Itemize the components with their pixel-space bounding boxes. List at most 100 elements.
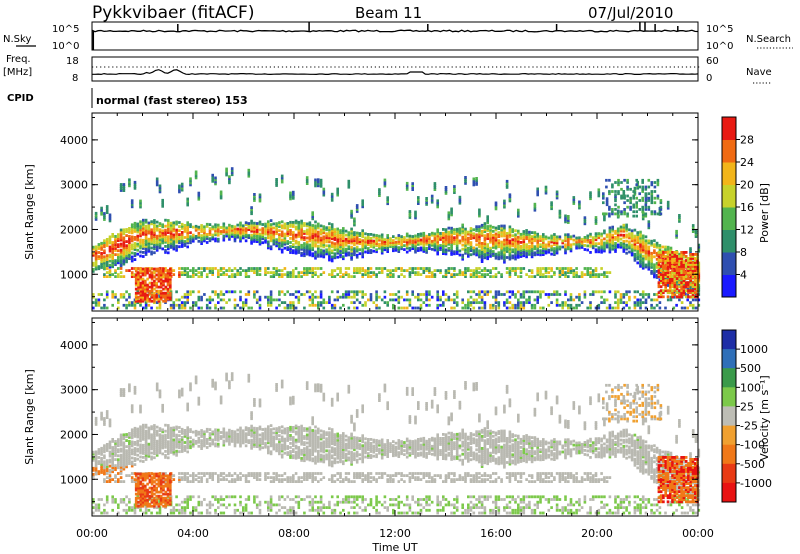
power-cell xyxy=(157,271,161,275)
power-cell xyxy=(269,290,273,294)
power-cell xyxy=(275,267,278,270)
power-cell xyxy=(671,253,674,256)
power-cell xyxy=(657,251,661,254)
power-cell xyxy=(297,226,301,230)
power-cell xyxy=(217,295,220,299)
power-cell xyxy=(647,261,651,265)
power-cell xyxy=(258,238,262,242)
power-cell xyxy=(139,289,143,293)
power-cell xyxy=(300,231,303,235)
power-cell xyxy=(394,248,398,252)
power-cell xyxy=(614,242,617,245)
power-cell xyxy=(489,230,492,234)
power-cell xyxy=(636,245,639,249)
power-cell xyxy=(644,301,648,304)
power-cell xyxy=(558,213,562,217)
power-cell xyxy=(159,283,163,287)
power-cell xyxy=(472,301,476,304)
power-cell xyxy=(197,267,201,270)
power-cell xyxy=(611,208,614,211)
power-cell xyxy=(453,275,456,278)
power-cell xyxy=(97,257,101,260)
power-cell xyxy=(148,285,152,289)
power-cell xyxy=(308,239,312,243)
power-cell xyxy=(444,236,448,240)
power-cell xyxy=(436,242,439,246)
velocity-cell xyxy=(111,438,114,441)
power-cell xyxy=(311,230,314,233)
power-cell xyxy=(530,303,534,307)
power-cell xyxy=(536,193,539,197)
power-cell xyxy=(633,301,637,304)
power-cell xyxy=(297,295,301,299)
power-cell xyxy=(511,250,514,254)
power-cell xyxy=(536,271,539,274)
power-cell xyxy=(569,245,573,249)
power-cell xyxy=(439,232,442,235)
power-cell xyxy=(297,231,301,234)
power-cell xyxy=(478,275,481,278)
power-cell xyxy=(239,239,242,243)
power-cell xyxy=(647,265,651,269)
power-cell xyxy=(611,239,614,243)
power-colorbar-label: Power [dB] xyxy=(758,183,771,243)
power-cell xyxy=(128,257,131,260)
power-cell xyxy=(142,243,145,246)
power-cell xyxy=(442,228,445,231)
power-cell xyxy=(186,295,189,299)
power-cell xyxy=(139,220,142,224)
power-cell xyxy=(189,239,192,243)
power-cell xyxy=(489,246,492,250)
power-cell xyxy=(497,271,501,274)
power-cell xyxy=(675,231,678,235)
power-cell xyxy=(605,203,609,207)
power-cell xyxy=(119,275,123,278)
power-cell xyxy=(442,232,445,235)
power-cell xyxy=(208,237,212,241)
power-cell xyxy=(375,290,378,294)
power-cell xyxy=(536,253,539,256)
velocity-cell xyxy=(94,472,98,476)
power-cell xyxy=(489,240,492,244)
power-cell xyxy=(333,298,337,302)
power-cell xyxy=(594,216,598,219)
power-cell xyxy=(305,246,309,250)
power-cell xyxy=(630,235,634,239)
power-cell xyxy=(153,235,156,238)
power-cell xyxy=(478,290,481,294)
power-cell xyxy=(597,188,601,192)
power-cell xyxy=(258,232,262,236)
power-cell xyxy=(597,273,601,276)
velocity-cell xyxy=(117,454,120,458)
power-cell xyxy=(358,240,362,243)
power-cell xyxy=(414,248,417,252)
power-cell xyxy=(358,238,362,241)
power-cell xyxy=(250,237,253,241)
velocity-cell xyxy=(100,451,103,454)
power-cell xyxy=(197,233,201,237)
power-cell xyxy=(372,235,376,239)
power-cell xyxy=(280,234,284,238)
power-cell xyxy=(669,246,673,250)
power-cell xyxy=(614,212,617,216)
power-cell xyxy=(130,273,134,276)
velocity-cell xyxy=(94,508,98,512)
power-cell xyxy=(289,229,292,232)
power-cell xyxy=(508,255,512,259)
power-cell xyxy=(664,257,667,260)
power-cell xyxy=(483,244,487,248)
power-cell xyxy=(203,293,206,296)
power-cell xyxy=(602,192,605,196)
power-cell xyxy=(475,251,478,255)
power-cell xyxy=(480,301,484,304)
power-cell xyxy=(253,223,256,227)
power-cell xyxy=(269,303,273,307)
power-cell xyxy=(400,267,403,270)
power-cell xyxy=(417,233,420,236)
power-cell xyxy=(367,273,370,276)
power-cell xyxy=(650,239,653,243)
power-cell xyxy=(655,251,659,255)
power-cell xyxy=(691,276,695,280)
velocity-cell xyxy=(111,454,114,457)
power-cell xyxy=(673,271,677,274)
